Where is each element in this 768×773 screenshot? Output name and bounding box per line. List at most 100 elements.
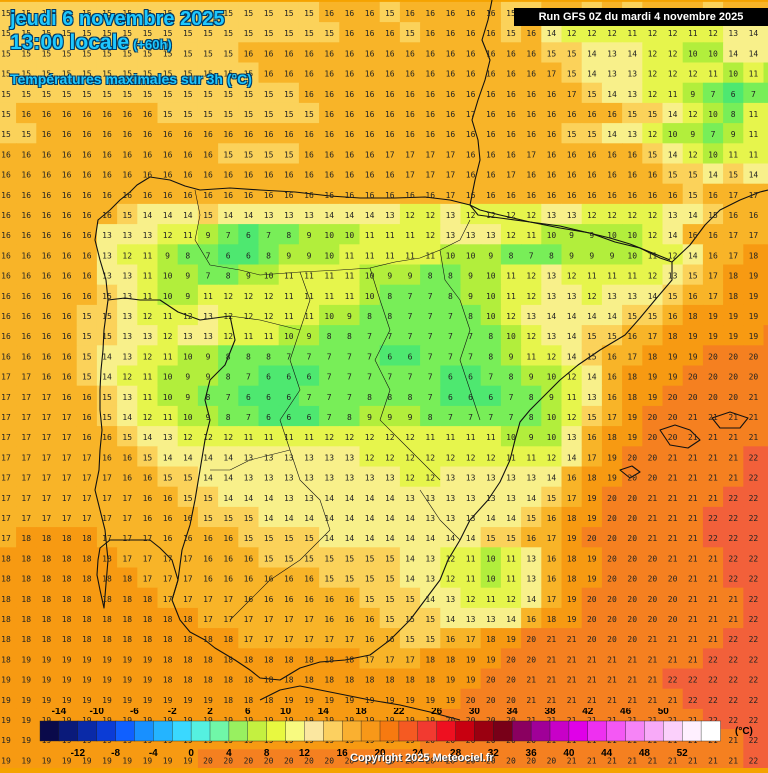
temperature-value: 16 [385, 90, 395, 99]
temperature-value: 22 [749, 595, 759, 604]
temperature-value: 6 [246, 251, 251, 260]
temperature-value: 16 [405, 191, 415, 200]
temperature-value: 16 [688, 231, 698, 240]
temperature-value: 20 [648, 433, 658, 442]
temperature-value: 12 [506, 231, 516, 240]
temperature-value: 22 [749, 575, 759, 584]
temperature-value: 12 [506, 595, 516, 604]
temperature-value: 12 [122, 251, 132, 260]
temperature-value: 16 [405, 90, 415, 99]
temperature-value: 16 [21, 272, 31, 281]
temperature-value: 9 [549, 393, 554, 402]
temperature-value: 16 [42, 231, 52, 240]
temperature-value: 15 [688, 171, 698, 180]
temperature-value: 16 [365, 130, 375, 139]
temperature-value: 10 [668, 130, 678, 139]
temperature-value: 16 [21, 251, 31, 260]
temperature-value: 17 [102, 474, 112, 483]
temperature-value: 19 [607, 453, 617, 462]
temperature-value: 16 [385, 110, 395, 119]
temperature-value: 16 [607, 150, 617, 159]
temperature-value: 18 [21, 534, 31, 543]
temperature-value: 13 [304, 211, 314, 220]
temperature-value: 12 [547, 453, 557, 462]
temperature-value: 18 [567, 554, 577, 563]
temperature-value: 19 [627, 413, 637, 422]
temperature-value: 14 [526, 595, 536, 604]
temperature-value: 18 [82, 575, 92, 584]
temperature-value: 21 [648, 676, 658, 685]
temperature-value: 13 [284, 453, 294, 462]
temperature-value: 16 [82, 393, 92, 402]
temperature-value: 22 [728, 554, 738, 563]
legend-tick-label: 4 [226, 748, 232, 759]
temperature-value: 17 [1, 393, 11, 402]
temperature-value: 14 [547, 312, 557, 321]
temperature-value: 9 [610, 251, 615, 260]
temperature-value: 9 [529, 433, 534, 442]
legend-tick-label: 16 [337, 748, 349, 759]
legend-swatch [59, 721, 78, 741]
temperature-value: 18 [62, 554, 72, 563]
temperature-value: 16 [102, 433, 112, 442]
temperature-value: 17 [183, 595, 193, 604]
temperature-value: 16 [708, 231, 718, 240]
temperature-value: 12 [506, 312, 516, 321]
temperature-value: 12 [405, 474, 415, 483]
temperature-value: 14 [365, 534, 375, 543]
temperature-value: 16 [244, 191, 254, 200]
temperature-value: 12 [526, 211, 536, 220]
temperature-value: 13 [143, 332, 153, 341]
temperature-value: 16 [62, 332, 72, 341]
temperature-value: 17 [42, 453, 52, 462]
temperature-value: 21 [749, 433, 759, 442]
temperature-value: 18 [627, 373, 637, 382]
temperature-value: 7 [347, 373, 352, 382]
temperature-value: 9 [206, 373, 211, 382]
temperature-value: 14 [365, 211, 375, 220]
copyright: Copyright 2025 Meteociel.fr [350, 752, 494, 764]
temperature-cell [764, 487, 768, 508]
temperature-value: 21 [567, 696, 577, 705]
temperature-value: 15 [385, 615, 395, 624]
temperature-value: 15 [203, 514, 213, 523]
temperature-value: 20 [627, 453, 637, 462]
temperature-value: 12 [466, 595, 476, 604]
temperature-value: 15 [405, 635, 415, 644]
temperature-value: 13 [607, 49, 617, 58]
temperature-value: 10 [486, 272, 496, 281]
legend-swatch [153, 721, 172, 741]
temperature-value: 19 [62, 676, 72, 685]
temperature-value: 17 [627, 352, 637, 361]
temperature-value: 13 [143, 231, 153, 240]
temperature-value: 21 [587, 655, 597, 664]
temperature-value: 17 [122, 494, 132, 503]
temperature-value: 15 [223, 110, 233, 119]
temperature-value: 22 [749, 514, 759, 523]
temperature-value: 19 [486, 655, 496, 664]
temperature-value: 13 [466, 494, 476, 503]
temperature-value: 16 [547, 150, 557, 159]
temperature-value: 8 [428, 413, 433, 422]
temperature-value: 17 [385, 150, 395, 159]
temperature-value: 21 [708, 635, 718, 644]
temperature-value: 20 [627, 474, 637, 483]
temperature-cell [764, 244, 768, 265]
temperature-value: 22 [728, 676, 738, 685]
temperature-value: 16 [526, 110, 536, 119]
temperature-value: 8 [286, 231, 291, 240]
temperature-value: 12 [648, 272, 658, 281]
temperature-cell [764, 446, 768, 467]
temperature-value: 16 [82, 251, 92, 260]
temperature-value: 16 [21, 292, 31, 301]
temperature-value: 16 [244, 130, 254, 139]
temperature-value: 21 [668, 514, 678, 523]
temperature-value: 13 [122, 393, 132, 402]
legend-tick-label: 44 [601, 748, 613, 759]
temperature-value: 21 [708, 554, 718, 563]
temperature-value: 20 [749, 373, 759, 382]
temperature-value: 16 [203, 150, 213, 159]
temperature-value: 9 [307, 251, 312, 260]
temperature-value: 22 [708, 514, 718, 523]
temperature-value: 15 [143, 90, 153, 99]
